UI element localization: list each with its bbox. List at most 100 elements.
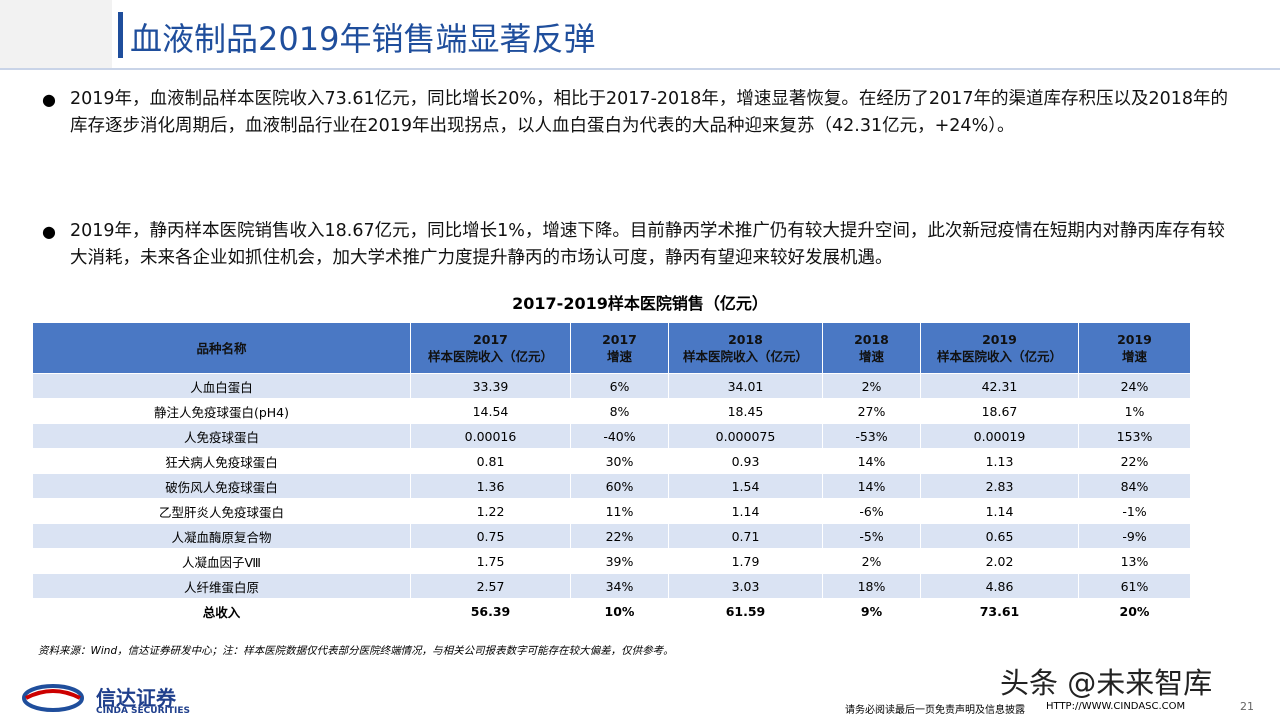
logo-icon	[22, 684, 84, 712]
table-cell: 56.39	[410, 598, 571, 624]
header-line: 样本医院收入（亿元）	[936, 349, 1062, 364]
header-cell: 2018 样本医院收入（亿元）	[668, 322, 823, 374]
table-cell: 22%	[1078, 448, 1191, 474]
logo-english: CINDA SECURITIES	[96, 706, 190, 716]
table-cell: 14%	[822, 473, 921, 499]
table-cell: 153%	[1078, 423, 1191, 449]
header-cell: 2019 样本医院收入（亿元）	[920, 322, 1079, 374]
table-cell: 人凝血因子Ⅷ	[32, 548, 411, 574]
table-cell: 人血白蛋白	[32, 373, 411, 399]
table-cell: 静注人免疫球蛋白(pH4)	[32, 398, 411, 424]
table-cell: 8%	[570, 398, 669, 424]
table-cell: 乙型肝炎人免疫球蛋白	[32, 498, 411, 524]
table-cell: 人免疫球蛋白	[32, 423, 411, 449]
table-cell: 狂犬病人免疫球蛋白	[32, 448, 411, 474]
table-cell: 34.01	[668, 373, 823, 399]
table-row: 人凝血因子Ⅷ 1.75 39% 1.79 2% 2.02 13%	[32, 548, 1191, 574]
table-cell: 20%	[1078, 598, 1191, 624]
table-row: 狂犬病人免疫球蛋白 0.81 30% 0.93 14% 1.13 22%	[32, 448, 1191, 474]
table-cell: 13%	[1078, 548, 1191, 574]
header-row: 品种名称 2017 样本医院收入（亿元） 2017 增速 2018 样本医院收入（亿元） 20…	[32, 322, 1191, 374]
header-cell: 2017 增速	[570, 322, 669, 374]
table-cell: 0.65	[920, 523, 1079, 549]
table-cell: 14%	[822, 448, 921, 474]
table-row: 人免疫球蛋白 0.00016 -40% 0.000075 -53% 0.00019 153%	[32, 423, 1191, 449]
header-cell: 2017 样本医院收入（亿元）	[410, 322, 571, 374]
header-line: 增速	[1121, 349, 1147, 364]
header-line: 2018	[854, 332, 889, 347]
table-cell: 1.22	[410, 498, 571, 524]
bullet: 2019年，血液制品样本医院收入73.61亿元，同比增长20%，相比于2017-…	[70, 89, 1228, 136]
table-cell: 61%	[1078, 573, 1191, 599]
title-bar	[118, 12, 123, 58]
table-cell: 1.54	[668, 473, 823, 499]
table-cell: 33.39	[410, 373, 571, 399]
table-cell: 18.45	[668, 398, 823, 424]
table-cell: 0.71	[668, 523, 823, 549]
table-title: 2017-2019样本医院销售（亿元）	[512, 294, 768, 313]
header-line: 增速	[606, 349, 632, 364]
header-line: 增速	[858, 349, 884, 364]
table-cell: 2%	[822, 373, 921, 399]
table-cell: 1.14	[920, 498, 1079, 524]
table-cell: 42.31	[920, 373, 1079, 399]
table-cell: 2.57	[410, 573, 571, 599]
table-cell: 6%	[570, 373, 669, 399]
table-cell: 18.67	[920, 398, 1079, 424]
table-cell: 0.00016	[410, 423, 571, 449]
table-cell: 39%	[570, 548, 669, 574]
table-cell: 24%	[1078, 373, 1191, 399]
header-cell: 2018 增速	[822, 322, 921, 374]
header-line: 2017	[473, 332, 508, 347]
table-cell: -53%	[822, 423, 921, 449]
table-cell: 人纤维蛋白原	[32, 573, 411, 599]
table-cell: 0.81	[410, 448, 571, 474]
table-cell: -6%	[822, 498, 921, 524]
table-cell: 1.14	[668, 498, 823, 524]
table-cell: 1.75	[410, 548, 571, 574]
table-cell: 27%	[822, 398, 921, 424]
rule	[0, 68, 1280, 70]
table-row: 人血白蛋白 33.39 6% 34.01 2% 42.31 24%	[32, 373, 1191, 399]
table-cell: 2.02	[920, 548, 1079, 574]
table-cell: 73.61	[920, 598, 1079, 624]
table-cell: -9%	[1078, 523, 1191, 549]
table-cell: 11%	[570, 498, 669, 524]
table-row: 总收入 56.39 10% 61.59 9% 73.61 20%	[32, 598, 1191, 624]
table-cell: 3.03	[668, 573, 823, 599]
bullet: 2019年，静丙样本医院销售收入18.67亿元，同比增长1%，增速下降。目前静丙…	[70, 221, 1225, 268]
table-cell: 2.83	[920, 473, 1079, 499]
header-cell: 品种名称	[32, 322, 411, 374]
table-cell: 9%	[822, 598, 921, 624]
table-cell: 破伤风人免疫球蛋白	[32, 473, 411, 499]
table-cell: 34%	[570, 573, 669, 599]
disclaimer: 请务必阅读最后一页免责声明及信息披露	[845, 705, 1025, 716]
table-cell: 61.59	[668, 598, 823, 624]
header-line: 2018	[728, 332, 763, 347]
page-number: 21	[1240, 700, 1254, 713]
title: 血液制品2019年销售端显著反弹	[130, 20, 596, 58]
bullet-dot: ●	[42, 222, 56, 241]
table-cell: 60%	[570, 473, 669, 499]
table-row: 乙型肝炎人免疫球蛋白 1.22 11% 1.14 -6% 1.14 -1%	[32, 498, 1191, 524]
logo-name: 信达证券	[96, 686, 176, 710]
table-row: 破伤风人免疫球蛋白 1.36 60% 1.54 14% 2.83 84%	[32, 473, 1191, 499]
bullet-dot: ●	[42, 90, 56, 109]
table-cell: 1.13	[920, 448, 1079, 474]
table-cell: 30%	[570, 448, 669, 474]
table-cell: 4.86	[920, 573, 1079, 599]
corner	[0, 0, 112, 70]
table-cell: -5%	[822, 523, 921, 549]
table-cell: 2%	[822, 548, 921, 574]
table-cell: 0.93	[668, 448, 823, 474]
table-cell: 22%	[570, 523, 669, 549]
table-cell: 0.75	[410, 523, 571, 549]
header-line: 2019	[1117, 332, 1152, 347]
table-cell: 1.79	[668, 548, 823, 574]
table-cell: -1%	[1078, 498, 1191, 524]
table-cell: 人凝血酶原复合物	[32, 523, 411, 549]
table: 品种名称 2017 样本医院收入（亿元） 2017 增速 2018 样本医院收入（亿元） 20…	[32, 322, 1191, 624]
watermark: 头条 @未来智库	[1000, 666, 1213, 700]
table-cell: 10%	[570, 598, 669, 624]
header-line: 2017	[602, 332, 637, 347]
